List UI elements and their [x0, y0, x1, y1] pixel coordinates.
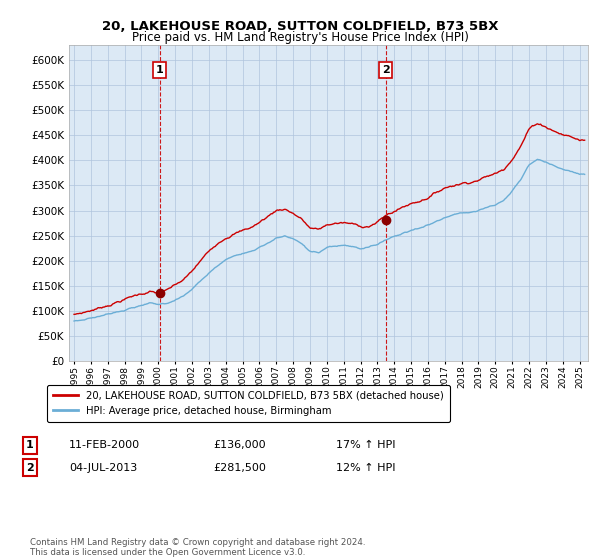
- Text: 2: 2: [26, 463, 34, 473]
- Text: Price paid vs. HM Land Registry's House Price Index (HPI): Price paid vs. HM Land Registry's House …: [131, 31, 469, 44]
- Text: 20, LAKEHOUSE ROAD, SUTTON COLDFIELD, B73 5BX: 20, LAKEHOUSE ROAD, SUTTON COLDFIELD, B7…: [102, 20, 498, 32]
- Text: Contains HM Land Registry data © Crown copyright and database right 2024.
This d: Contains HM Land Registry data © Crown c…: [30, 538, 365, 557]
- Text: 17% ↑ HPI: 17% ↑ HPI: [336, 440, 395, 450]
- Text: 12% ↑ HPI: 12% ↑ HPI: [336, 463, 395, 473]
- Text: 11-FEB-2000: 11-FEB-2000: [69, 440, 140, 450]
- Text: £281,500: £281,500: [213, 463, 266, 473]
- Legend: 20, LAKEHOUSE ROAD, SUTTON COLDFIELD, B73 5BX (detached house), HPI: Average pri: 20, LAKEHOUSE ROAD, SUTTON COLDFIELD, B7…: [47, 385, 450, 422]
- Text: £136,000: £136,000: [213, 440, 266, 450]
- Text: 1: 1: [156, 65, 164, 75]
- Text: 2: 2: [382, 65, 389, 75]
- Text: 1: 1: [26, 440, 34, 450]
- Text: 04-JUL-2013: 04-JUL-2013: [69, 463, 137, 473]
